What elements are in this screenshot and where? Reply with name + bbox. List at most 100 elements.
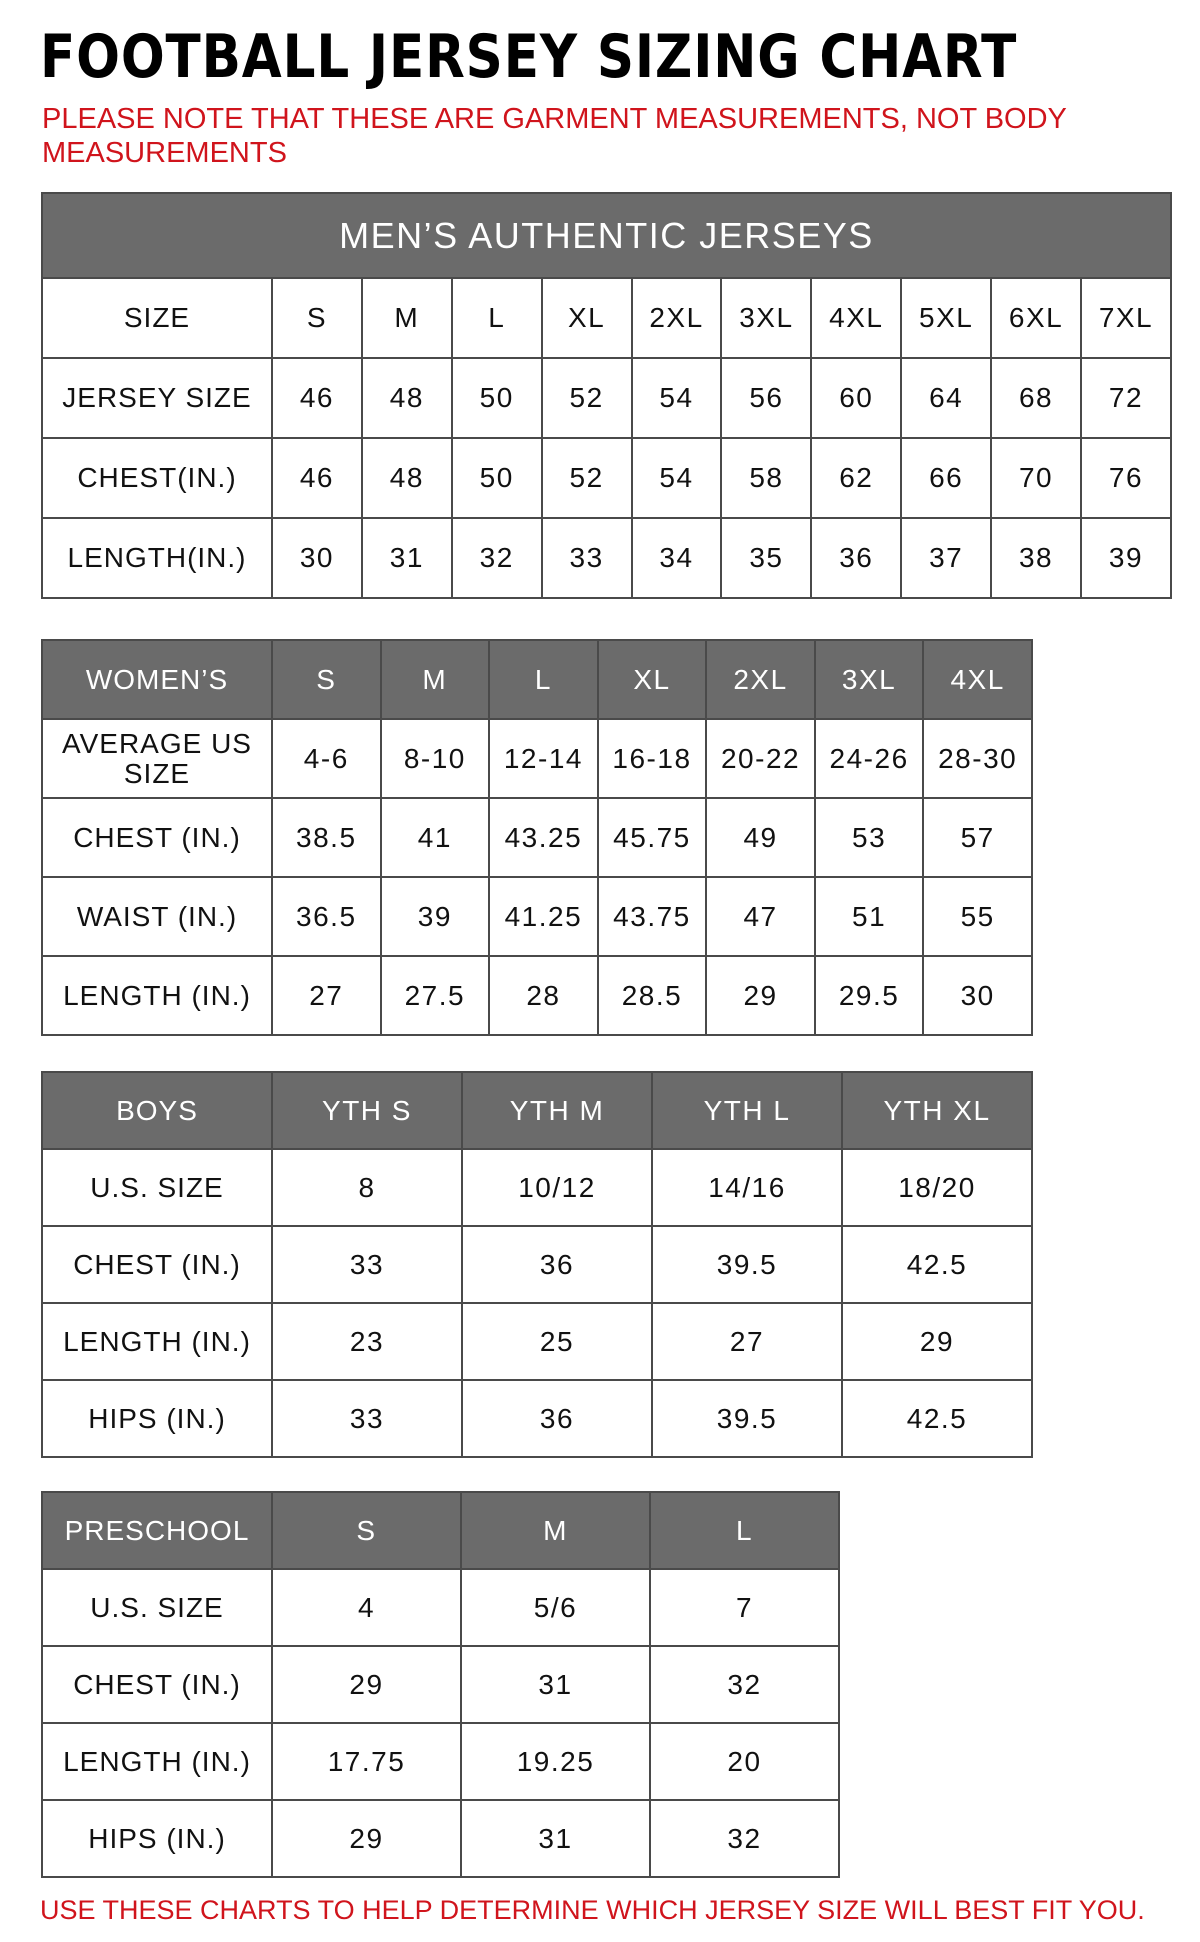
note: PLEASE NOTE THAT THESE ARE GARMENT MEASU… [42,103,1067,169]
cell: 12-14 [488,718,599,799]
cell: 41.25 [488,876,599,957]
cell: YTH S [271,1071,463,1150]
cell: 8-10 [379,718,491,799]
cell: 23 [271,1302,463,1381]
cell: 76 [1080,437,1172,519]
cell: 38.5 [271,797,382,878]
cell: 60 [810,357,903,439]
cell: M [460,1491,651,1570]
cell: 5XL [900,277,993,359]
cell: 31 [460,1799,651,1878]
cell: 36 [461,1379,653,1458]
header-row: BOYS YTH S YTH M YTH L YTH XL [41,1071,1033,1150]
cell: 48 [360,437,453,519]
cell: 31 [360,517,453,599]
cell: 4XL [922,639,1033,720]
cell: XL [540,277,633,359]
footer: USE THESE CHARTS TO HELP DETERMINE WHICH… [40,1895,1145,1925]
cell: 56 [720,357,813,439]
cell: 49 [705,797,816,878]
cell: S [271,639,382,720]
cell: 28-30 [922,718,1033,799]
cell: 8 [271,1148,463,1227]
cell: 72 [1080,357,1172,439]
data-row: HIPS (IN.) 33 36 39.5 42.5 [41,1379,1033,1458]
header-row: SIZE S M L XL 2XL 3XL 4XL 5XL 6XL 7XL [41,277,1172,359]
row-label: WAIST (IN.) [41,876,273,957]
cell: 30 [271,517,363,599]
cell: 28.5 [596,955,708,1036]
data-row: CHEST(IN.) 46 48 50 52 54 58 62 66 70 76 [41,437,1172,519]
row-label: U.S. SIZE [41,1148,273,1227]
cell: 48 [360,357,453,439]
row-label: U.S. SIZE [41,1568,273,1647]
cell: 55 [922,876,1033,957]
cell: 42.5 [841,1225,1033,1304]
data-row: CHEST (IN.) 38.5 41 43.25 45.75 49 53 57 [41,797,1033,878]
row-label: LENGTH (IN.) [41,1302,273,1381]
cell: 6XL [990,277,1083,359]
row-label: HIPS (IN.) [41,1799,273,1878]
cell: 33 [271,1225,463,1304]
cell: 54 [630,437,723,519]
row-label: SIZE [41,277,273,359]
size-table: WOMEN’S S M L XL 2XL 3XL 4XL AVERAGE US SIZE 4-6 8… [41,639,1033,1036]
cell: 36 [810,517,903,599]
cell: 20-22 [705,718,816,799]
cell: 52 [540,437,633,519]
cell: YTH M [461,1071,653,1150]
row-label: WOMEN’S [41,639,273,720]
cell: 20 [649,1722,840,1801]
row-label: LENGTH(IN.) [41,517,273,599]
cell: XL [596,639,708,720]
cell: 70 [990,437,1083,519]
cell: 43.25 [488,797,599,878]
cell: 24-26 [813,718,925,799]
title: FOOTBALL JERSEY SIZING CHART [40,22,1018,92]
cell: 33 [540,517,633,599]
cell: 3XL [720,277,813,359]
cell: 46 [271,437,363,519]
cell: 50 [450,437,543,519]
cell: 27 [271,955,382,1036]
cell: 68 [990,357,1083,439]
cell: 29.5 [813,955,925,1036]
size-table: PRESCHOOL S M L U.S. SIZE 4 5/6 7 CHEST (IN.) 29 3… [41,1491,840,1878]
cell: 46 [271,357,363,439]
row-label: CHEST (IN.) [41,1645,273,1724]
header-row: PRESCHOOL S M L [41,1491,840,1570]
row-label: CHEST (IN.) [41,797,273,878]
cell: 2XL [705,639,816,720]
cell: 4-6 [271,718,382,799]
data-row: LENGTH (IN.) 23 25 27 29 [41,1302,1033,1381]
cell: 39 [379,876,491,957]
cell: 29 [705,955,816,1036]
cell: L [649,1491,840,1570]
cell: 39 [1080,517,1172,599]
cell: YTH XL [841,1071,1033,1150]
cell: 50 [450,357,543,439]
row-label: BOYS [41,1071,273,1150]
cell: M [379,639,491,720]
row-label: HIPS (IN.) [41,1379,273,1458]
table-caption: MEN’S AUTHENTIC JERSEYS [41,192,1172,279]
cell: 27 [651,1302,843,1381]
cell: 16-18 [596,718,708,799]
data-row: U.S. SIZE 8 10/12 14/16 18/20 [41,1148,1033,1227]
data-row: JERSEY SIZE 46 48 50 52 54 56 60 64 68 72 [41,357,1172,439]
cell: 30 [922,955,1033,1036]
cell: 10/12 [461,1148,653,1227]
cell: 5/6 [460,1568,651,1647]
row-label: LENGTH (IN.) [41,955,273,1036]
cell: 17.75 [271,1722,462,1801]
size-table: BOYS YTH S YTH M YTH L YTH XL U.S. SIZE 8 10/12… [41,1071,1033,1458]
cell: 39.5 [651,1379,843,1458]
cell: 54 [630,357,723,439]
cell: 64 [900,357,993,439]
data-row: HIPS (IN.) 29 31 32 [41,1799,840,1878]
cell: 47 [705,876,816,957]
cell: 32 [649,1645,840,1724]
cell: 34 [630,517,723,599]
cell: 37 [900,517,993,599]
cell: 7 [649,1568,840,1647]
